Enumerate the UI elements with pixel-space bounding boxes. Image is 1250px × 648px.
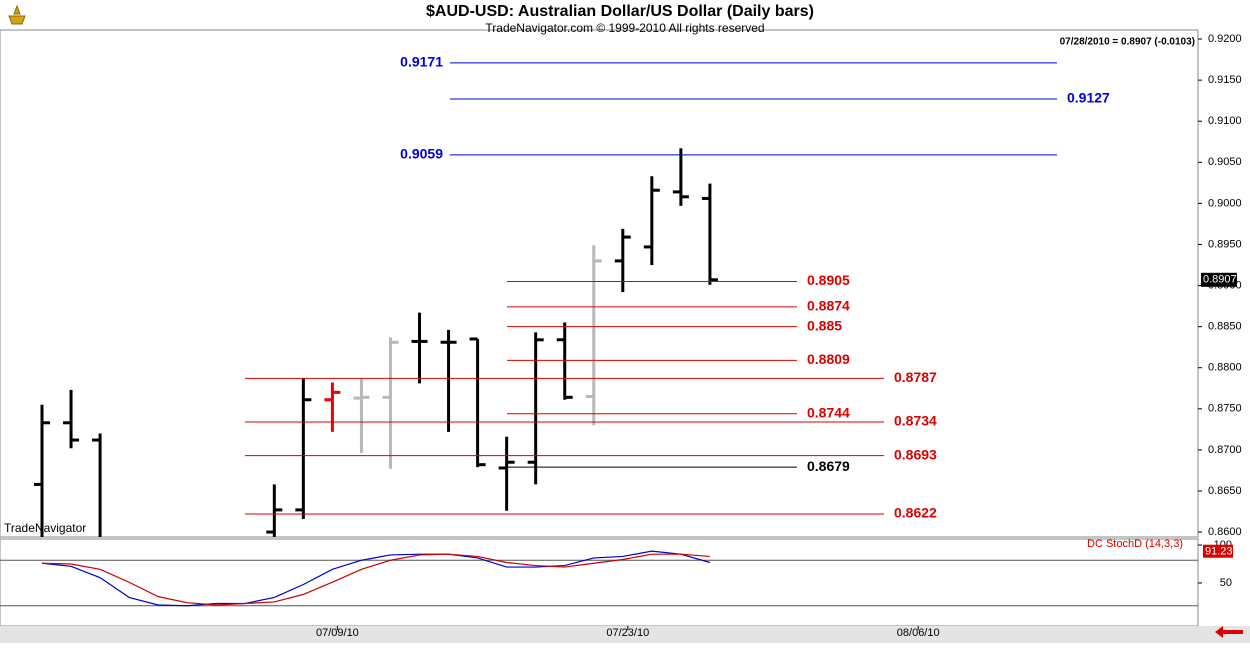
- price-panel: [0, 29, 1199, 538]
- value-tag: 91.23: [1205, 546, 1233, 558]
- y-tick-label: 50: [1220, 577, 1232, 589]
- level-label: 0.8734: [894, 413, 937, 429]
- y-tick-label: 0.8850: [1208, 321, 1242, 333]
- y-tick-label: 0.8600: [1208, 526, 1242, 538]
- value-tag-box: [1203, 544, 1233, 558]
- x-tick-label: 08/06/10: [897, 627, 940, 639]
- stoch-line: [41, 553, 710, 606]
- y-tick-label: 0.8950: [1208, 238, 1242, 250]
- price-plot: [34, 148, 718, 537]
- level-label: 0.8622: [894, 505, 937, 521]
- y-tick-label: 0.8700: [1208, 444, 1242, 456]
- level-label: 0.8787: [894, 369, 937, 385]
- y-tick-label: 0.8750: [1208, 403, 1242, 415]
- x-tick-label: 07/23/10: [606, 627, 649, 639]
- y-tick-label: 0.9100: [1208, 115, 1242, 127]
- level-label: 0.8905: [807, 272, 850, 288]
- level-label: 0.9059: [400, 146, 443, 162]
- level-label: 0.8679: [807, 458, 850, 474]
- y-tick-label: 0.9200: [1208, 33, 1242, 45]
- x-tick-label: 07/09/10: [316, 627, 359, 639]
- level-label: 0.8693: [894, 446, 937, 462]
- watermark: TradeNavigator: [4, 521, 86, 535]
- y-tick-label: 0.8650: [1208, 485, 1242, 497]
- y-tick-label: 0.9050: [1208, 156, 1242, 168]
- level-label: 0.8744: [807, 404, 850, 420]
- stoch-panel: [0, 538, 1199, 627]
- y-tick-label: 0.9150: [1208, 74, 1242, 86]
- price-tag: 0.8907: [1203, 274, 1237, 286]
- logo-icon: [6, 4, 28, 28]
- stoch-line: [41, 550, 711, 607]
- date-axis-band: [0, 626, 1250, 643]
- y-tick-label: 0.9000: [1208, 197, 1242, 209]
- scroll-arrow[interactable]: [1215, 626, 1243, 638]
- price-annotation: 07/28/2010 = 0.8907 (-0.0103): [1060, 37, 1195, 48]
- price-tag-box: [1201, 272, 1237, 287]
- level-label: 0.8874: [807, 298, 850, 314]
- y-tick-label: 0.8800: [1208, 362, 1242, 374]
- level-label: 0.885: [807, 317, 842, 333]
- level-label: 0.9171: [400, 54, 443, 70]
- chart-subtitle: TradeNavigator.com © 1999-2010 All right…: [485, 21, 764, 35]
- level-label: 0.9127: [1067, 90, 1110, 106]
- chart-title: $AUD-USD: Australian Dollar/US Dollar (D…: [426, 3, 814, 20]
- indicator-title: DC StochD (14,3,3): [1087, 538, 1183, 550]
- level-label: 0.8809: [807, 351, 850, 367]
